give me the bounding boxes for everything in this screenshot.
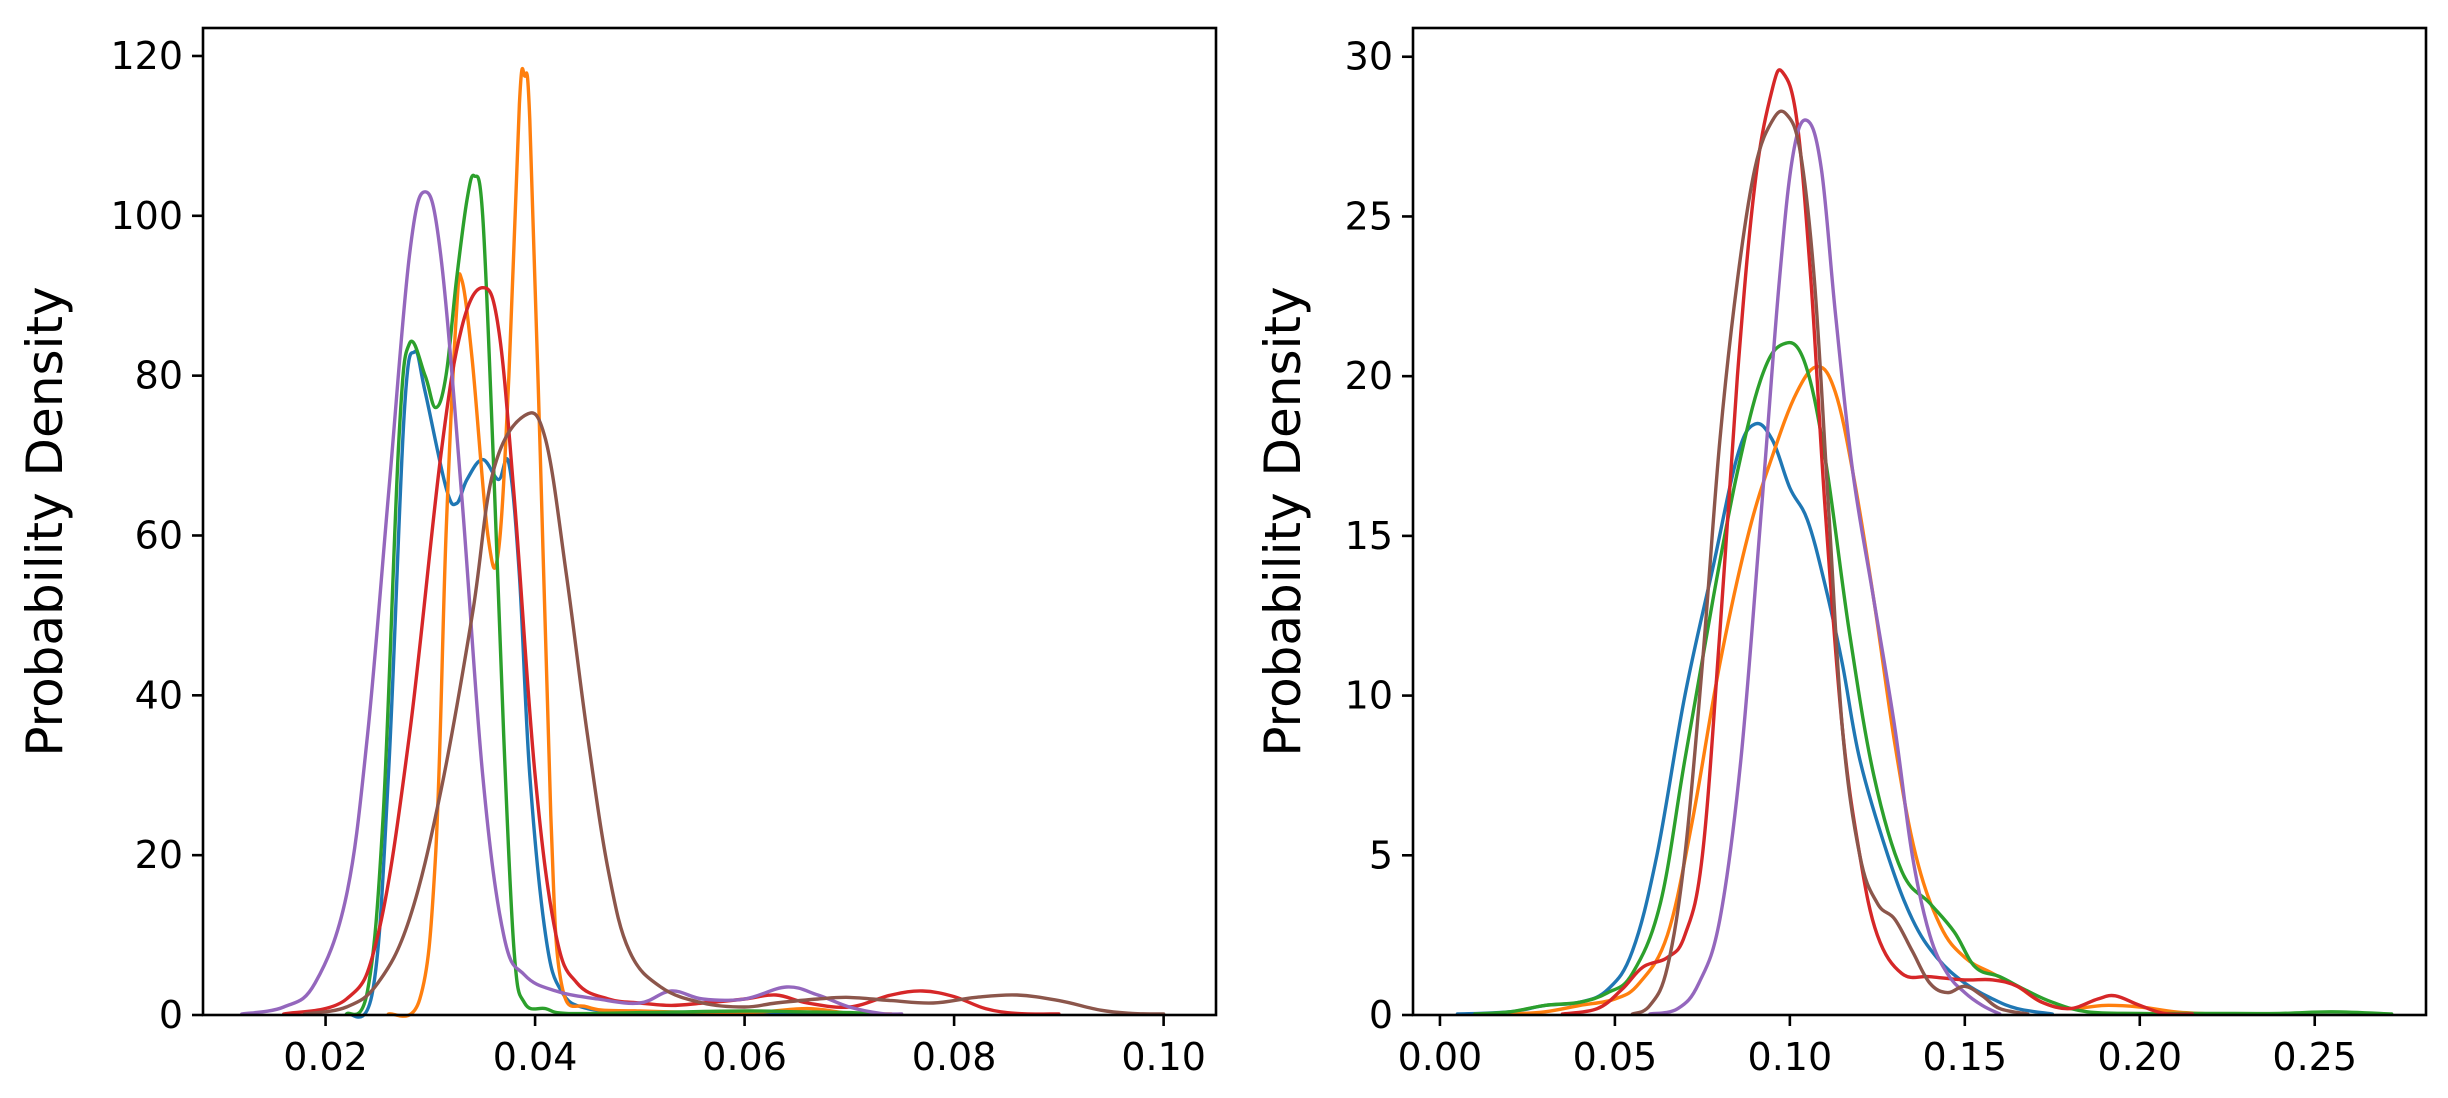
y-axis-label: Probability Density	[16, 286, 74, 756]
x-tick-label: 0.00	[1398, 1035, 1483, 1079]
x-tick-label: 0.20	[2097, 1035, 2182, 1079]
kde-curve-series-2	[386, 66, 893, 1018]
y-axis: 0 20 40 60 80 100 120	[110, 34, 203, 1037]
y-tick-label: 5	[1369, 833, 1393, 877]
y-axis-label: Probability Density	[1254, 286, 1312, 756]
kde-curve-series-3	[1473, 340, 2394, 1016]
kde-curve-series-4	[282, 286, 1061, 1016]
kde-curve-series-5	[240, 190, 904, 1016]
y-tick-label: 0	[1369, 993, 1393, 1037]
y-tick-label: 60	[135, 513, 183, 557]
kde-curves	[1455, 68, 2394, 1016]
y-tick-label: 25	[1345, 194, 1393, 238]
x-tick-label: 0.08	[912, 1035, 997, 1079]
x-tick-label: 0.02	[283, 1035, 368, 1079]
x-tick-label: 0.15	[1923, 1035, 2008, 1079]
y-tick-label: 100	[110, 194, 183, 238]
kde-curve-series-4	[1560, 68, 2194, 1016]
x-axis: 0.00 0.05 0.10 0.15 0.20 0.25	[1398, 1015, 2357, 1079]
kde-curves	[240, 66, 1166, 1019]
right-kde-plot: 0.00 0.05 0.10 0.15 0.20 0.25 0 5 10 15 20 25 30 Prob…	[1254, 26, 2428, 1079]
y-tick-label: 120	[110, 34, 183, 78]
axes-frame	[201, 26, 1218, 1017]
x-axis: 0.02 0.04 0.06 0.08 0.10	[283, 1015, 1206, 1079]
axes-frame	[1411, 26, 2428, 1017]
kde-curve-series-3	[344, 173, 883, 1017]
kde-curve-series-6	[302, 411, 1166, 1016]
y-axis: 0 5 10 15 20 25 30	[1345, 35, 1413, 1037]
left-kde-plot: 0.02 0.04 0.06 0.08 0.10 0 20 40 60 80 100 120 Proba…	[16, 26, 1218, 1079]
y-tick-label: 30	[1345, 35, 1393, 79]
y-tick-label: 10	[1345, 674, 1393, 718]
x-tick-label: 0.05	[1573, 1035, 1658, 1079]
x-tick-label: 0.25	[2272, 1035, 2357, 1079]
kde-curve-series-6	[1630, 109, 2030, 1016]
y-tick-label: 20	[1345, 354, 1393, 398]
x-tick-label: 0.04	[493, 1035, 578, 1079]
x-tick-label: 0.10	[1748, 1035, 1833, 1079]
y-tick-label: 80	[135, 354, 183, 398]
kde-curve-series-1	[344, 349, 852, 1019]
kde-curve-series-5	[1648, 118, 2002, 1016]
x-tick-label: 0.10	[1121, 1035, 1206, 1079]
y-tick-label: 0	[159, 993, 183, 1037]
y-tick-label: 15	[1345, 514, 1393, 558]
y-tick-label: 40	[135, 673, 183, 717]
y-tick-label: 20	[135, 833, 183, 877]
x-tick-label: 0.06	[702, 1035, 787, 1079]
